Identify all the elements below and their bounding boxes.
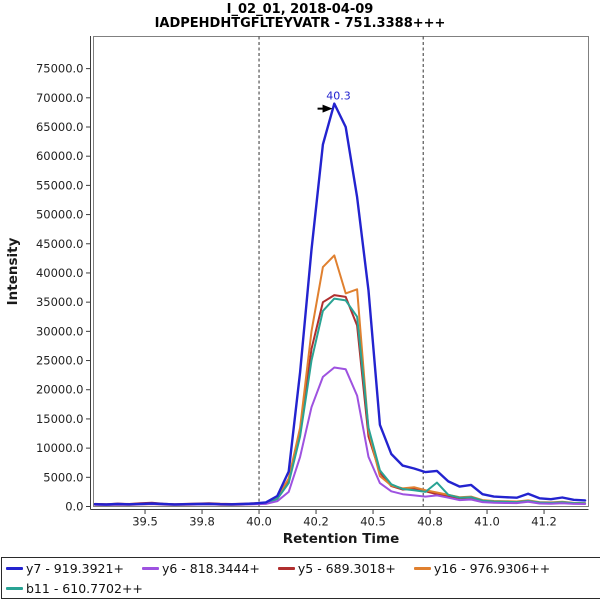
series-line-y6[interactable]: [93, 366, 587, 506]
y-tick-label: 0.0: [65, 500, 83, 514]
chart-title-peptide: IADPEHDHTGFLTEYVATR - 751.3388+++: [154, 16, 446, 31]
legend-swatch-icon: [6, 567, 23, 570]
legend-label: y6 - 818.3444+: [161, 561, 260, 576]
legend-item-y5[interactable]: y5 - 689.3018+: [277, 561, 396, 576]
peak-arrow-icon: [322, 104, 333, 113]
y-tick-label: 15000.0: [36, 412, 84, 426]
x-tick-label: 40.8: [417, 515, 443, 529]
legend-swatch-icon: [277, 567, 295, 570]
peak-rt-annotation[interactable]: 40.3: [326, 90, 351, 103]
legend-item-b11[interactable]: b11 - 610.7702++: [6, 581, 143, 596]
legend-swatch-icon: [6, 587, 23, 590]
y-tick-label: 10000.0: [36, 441, 84, 455]
x-tick-label: 39.8: [189, 515, 215, 529]
plot-border: [93, 36, 589, 507]
y-tick-label: 40000.0: [36, 266, 84, 280]
x-tick-label: 40.2: [303, 515, 329, 529]
legend-item-y16[interactable]: y16 - 976.9306++: [413, 561, 551, 576]
y-tick-label: 35000.0: [36, 295, 84, 309]
x-axis-title: Retention Time: [283, 531, 400, 547]
legend-item-y6[interactable]: y6 - 818.3444+: [141, 561, 260, 576]
legend-label: y7 - 919.3921+: [26, 561, 124, 576]
y-tick-label: 70000.0: [36, 91, 84, 105]
y-tick-label: 25000.0: [36, 354, 84, 368]
y-tick-label: 5000.0: [43, 470, 83, 484]
x-tick-label: 41.0: [474, 515, 500, 529]
series-line-y7[interactable]: [93, 102, 587, 506]
series-line-y16[interactable]: [93, 254, 587, 506]
legend-label: y16 - 976.9306++: [433, 561, 551, 576]
chart-title-replicate: I_02_01, 2018-04-09: [226, 2, 374, 17]
legend-label: b11 - 610.7702++: [26, 581, 143, 596]
x-tick-label: 40.5: [360, 515, 386, 529]
legend-row-2: b11 - 610.7702++: [6, 579, 600, 598]
y-tick-label: 45000.0: [36, 237, 84, 251]
y-tick-label: 20000.0: [36, 383, 84, 397]
legend-item-y7[interactable]: y7 - 919.3921+: [6, 561, 124, 576]
legend-swatch-icon: [413, 567, 431, 570]
legend: y7 - 919.3921+ y6 - 818.3444+ y5 - 689.301…: [1, 557, 600, 599]
y-axis-title: Intensity: [5, 237, 21, 305]
y-tick-label: 65000.0: [36, 120, 84, 134]
x-tick-label: 40.0: [246, 515, 272, 529]
y-tick-label: 30000.0: [36, 324, 84, 338]
legend-label: y5 - 689.3018+: [297, 561, 396, 576]
y-tick-label: 50000.0: [36, 208, 84, 222]
series-line-b11[interactable]: [93, 297, 587, 506]
chromatogram-plot[interactable]: 0.0 5000.0 10000.0 15000.0 20000.0 25000.0 300…: [0, 0, 600, 557]
x-tick-label: 39.5: [132, 515, 158, 529]
y-tick-label: 60000.0: [36, 149, 84, 163]
x-tick-label: 41.2: [531, 515, 557, 529]
legend-row-1: y7 - 919.3921+ y6 - 818.3444+ y5 - 689.301…: [6, 559, 600, 578]
series-line-y5[interactable]: [93, 294, 587, 506]
legend-swatch-icon: [141, 567, 159, 570]
y-tick-label: 55000.0: [36, 178, 84, 192]
y-tick-label: 75000.0: [36, 62, 84, 76]
